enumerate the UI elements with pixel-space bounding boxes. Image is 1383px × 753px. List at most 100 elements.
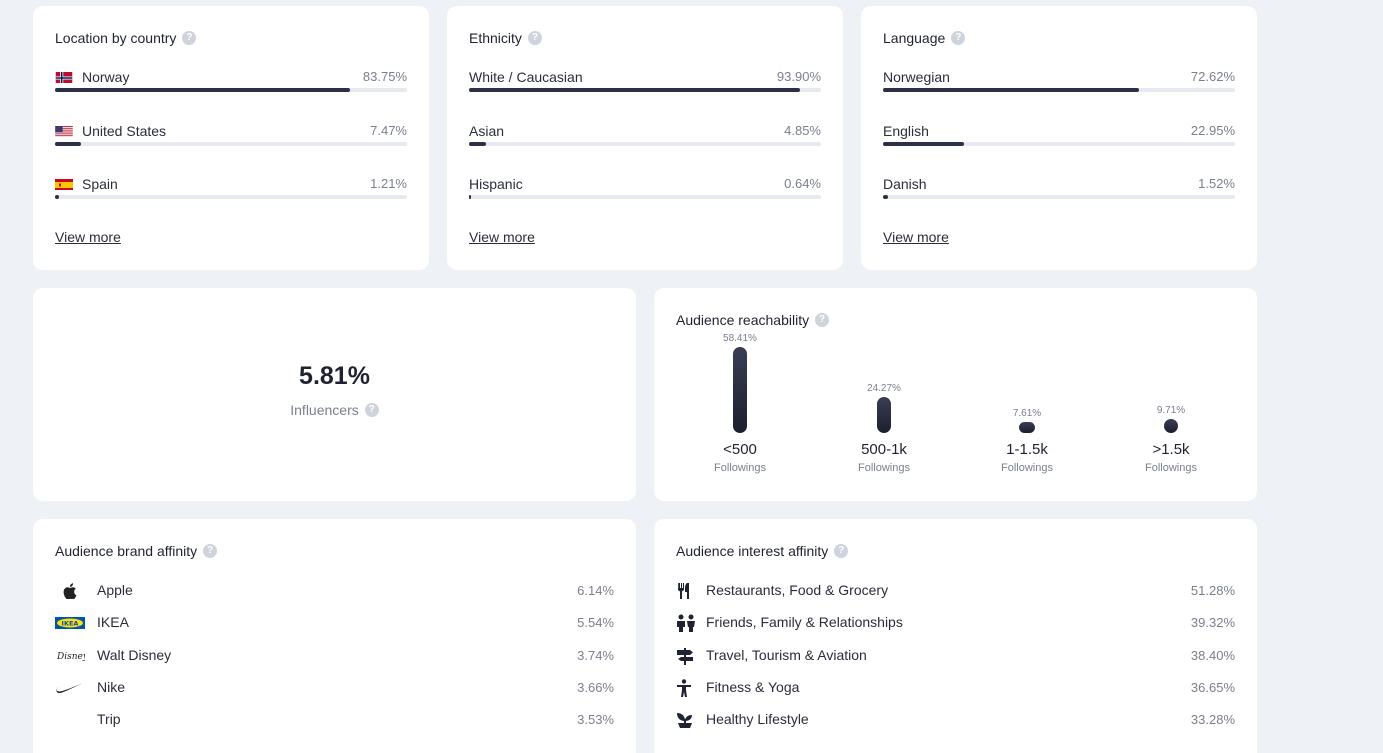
reach-sub-label: Followings — [714, 462, 766, 474]
ethnicity-label: Asian — [469, 123, 505, 139]
brand-row[interactable]: Trip 3.53% — [55, 709, 614, 731]
progress-fill — [55, 195, 60, 199]
influencers-label-row: Influencers ? — [33, 402, 636, 418]
disney-logo-text: Disney — [56, 652, 85, 662]
ikea-logo-text: IKEA — [62, 619, 79, 627]
help-icon[interactable]: ? — [364, 403, 379, 417]
progress-track — [883, 195, 1235, 199]
ethnicity-card: Ethnicity ? White / Caucasian 93.90% Asi… — [447, 6, 843, 270]
help-icon[interactable]: ? — [203, 544, 218, 558]
brand-value: 3.74% — [577, 648, 614, 663]
ethnicity-view-more-link[interactable]: View more — [469, 229, 535, 245]
reach-percent-label: 9.71% — [1156, 405, 1186, 416]
language-view-more-link[interactable]: View more — [883, 229, 949, 245]
influencers-label: Influencers — [290, 402, 359, 418]
interest-affinity-card: Audience interest affinity ? Restaurants… — [654, 519, 1257, 753]
language-label: Danish — [883, 176, 927, 192]
apple-logo-icon — [55, 582, 85, 600]
language-value: 72.62% — [1190, 69, 1235, 84]
reach-column: 9.71% >1.5k Followings — [1121, 288, 1221, 488]
reach-percent-label: 7.61% — [1012, 408, 1042, 419]
ethnicity-value: 0.64% — [784, 176, 821, 191]
interest-value: 36.65% — [1190, 680, 1235, 695]
help-icon[interactable]: ? — [834, 544, 849, 558]
interest-label: Friends, Family & Relationships — [706, 614, 903, 630]
location-row: United States 7.47% — [55, 123, 407, 163]
progress-track — [55, 142, 407, 146]
language-value: 1.52% — [1198, 176, 1235, 191]
reach-range-label: 1-1.5k — [1006, 441, 1048, 458]
interest-row[interactable]: Restaurants, Food & Grocery 51.28% — [676, 580, 1235, 602]
interest-value: 33.28% — [1190, 712, 1235, 727]
interest-value: 38.40% — [1190, 648, 1235, 663]
ethnicity-row: White / Caucasian 93.90% — [469, 69, 821, 109]
progress-fill — [469, 195, 472, 199]
ikea-logo-icon: IKEA — [55, 614, 85, 632]
brand-affinity-card: Audience brand affinity ? Apple 6.14% IK… — [33, 519, 636, 753]
reach-bar[interactable] — [733, 347, 747, 433]
spain-flag-icon — [55, 178, 73, 190]
help-icon[interactable]: ? — [527, 31, 542, 45]
reach-bar[interactable] — [1164, 419, 1178, 433]
ethnicity-label: Hispanic — [469, 176, 523, 192]
language-label: English — [883, 123, 929, 139]
location-label: United States — [82, 123, 167, 139]
location-title-text: Location by country — [55, 30, 177, 46]
disney-logo-icon: Disney — [55, 647, 85, 665]
reach-percent-label: 58.41% — [723, 333, 757, 344]
location-view-more-link[interactable]: View more — [55, 229, 121, 245]
brand-value: 5.54% — [577, 615, 614, 630]
interest-value: 51.28% — [1190, 583, 1235, 598]
reach-column: 24.27% 500-1k Followings — [834, 288, 934, 488]
interest-value: 39.32% — [1190, 615, 1235, 630]
location-label: Norway — [82, 69, 130, 85]
location-card: Location by country ? Norway 83.75% Unit… — [33, 6, 429, 270]
ethnicity-row: Asian 4.85% — [469, 123, 821, 163]
brand-value: 3.66% — [577, 680, 614, 695]
location-value: 7.47% — [370, 123, 407, 138]
help-icon[interactable]: ? — [815, 313, 830, 327]
reachability-card: Audience reachability ? 58.41% <500 Foll… — [654, 288, 1257, 501]
brand-row[interactable]: Nike 3.66% — [55, 677, 614, 699]
reach-column: 58.41% <500 Followings — [690, 288, 790, 488]
brand-row[interactable]: IKEA IKEA 5.54% — [55, 612, 614, 634]
language-card: Language ? Norwegian 72.62% English 22.9… — [861, 6, 1257, 270]
reach-range-label: >1.5k — [1152, 441, 1190, 458]
language-label: Norwegian — [883, 69, 950, 85]
location-card-title: Location by country ? — [55, 30, 197, 46]
location-row: Spain 1.21% — [55, 176, 407, 216]
reach-bar[interactable] — [1019, 422, 1035, 433]
help-icon[interactable]: ? — [182, 31, 197, 45]
interest-row[interactable]: Friends, Family & Relationships 39.32% — [676, 612, 1235, 634]
reach-bar[interactable] — [877, 397, 891, 433]
brand-affinity-title: Audience brand affinity ? — [55, 543, 218, 559]
progress-track — [55, 88, 407, 92]
location-row-label: United States — [55, 123, 166, 139]
progress-track — [883, 88, 1235, 92]
language-value: 22.95% — [1190, 123, 1235, 138]
nike-swoosh-icon — [55, 679, 85, 697]
brand-row[interactable]: Disney Walt Disney 3.74% — [55, 645, 614, 667]
progress-fill — [883, 142, 964, 146]
ethnicity-title-text: Ethnicity — [469, 30, 522, 46]
brand-value: 6.14% — [577, 583, 614, 598]
brand-affinity-title-text: Audience brand affinity — [55, 543, 198, 559]
interest-affinity-title-text: Audience interest affinity — [676, 543, 829, 559]
brand-row[interactable]: Apple 6.14% — [55, 580, 614, 602]
reachability-title-text: Audience reachability — [676, 312, 810, 328]
interest-label: Fitness & Yoga — [706, 679, 800, 695]
brand-label: IKEA — [97, 614, 129, 630]
ethnicity-label: White / Caucasian — [469, 69, 583, 85]
reach-column: 7.61% 1-1.5k Followings — [977, 288, 1077, 488]
location-row-label: Norway — [55, 69, 129, 85]
language-title-text: Language — [883, 30, 946, 46]
reach-percent-label: 24.27% — [867, 383, 901, 394]
interest-row[interactable]: Fitness & Yoga 36.65% — [676, 677, 1235, 699]
interest-row[interactable]: Healthy Lifestyle 33.28% — [676, 709, 1235, 731]
location-row-label: Spain — [55, 176, 118, 192]
progress-fill — [883, 195, 889, 199]
progress-track — [883, 142, 1235, 146]
language-card-title: Language ? — [883, 30, 966, 46]
help-icon[interactable]: ? — [951, 31, 966, 45]
interest-row[interactable]: Travel, Tourism & Aviation 38.40% — [676, 645, 1235, 667]
